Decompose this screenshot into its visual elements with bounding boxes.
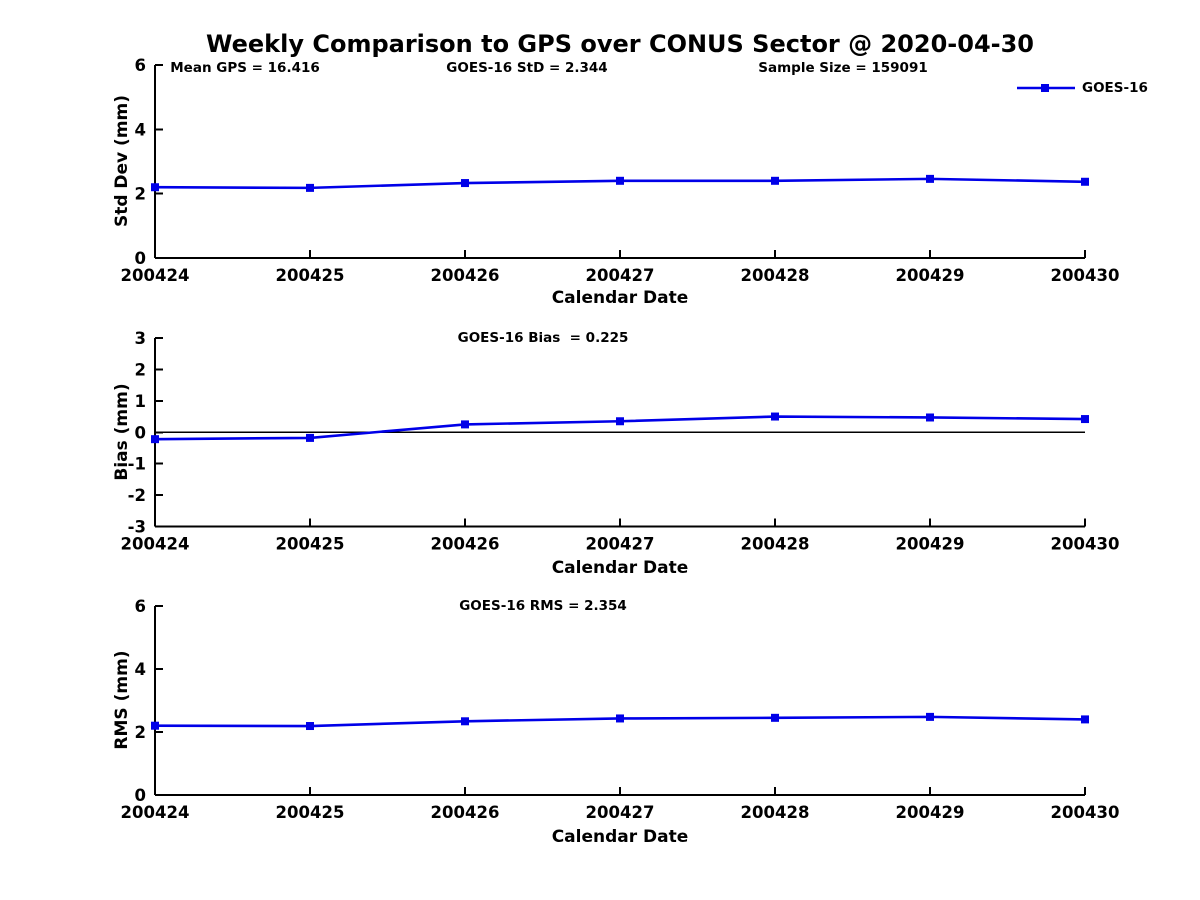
data-marker	[616, 714, 624, 723]
data-marker	[771, 176, 779, 185]
legend-line-icon	[1017, 84, 1075, 92]
subplot-2: -3 -2 -1 0 1 2 3 200424 200425 200426 200427 200428…	[121, 329, 1120, 554]
x-tick-label: 200430	[1051, 535, 1120, 554]
legend-marker	[1041, 84, 1049, 92]
data-marker	[151, 721, 159, 730]
x-tick-label: 200424	[121, 803, 190, 822]
data-marker	[306, 183, 314, 192]
y-axis-label-bias: Bias (mm)	[112, 383, 132, 481]
data-marker	[151, 435, 159, 444]
x-tick-label: 200430	[1051, 803, 1120, 822]
legend-label: GOES-16	[1082, 80, 1148, 96]
x-tick-label: 200424	[121, 535, 190, 554]
y-tick-label: 0	[135, 423, 146, 442]
data-marker	[926, 712, 934, 721]
data-marker	[926, 174, 934, 183]
y-tick-label: 4	[135, 660, 146, 679]
data-marker	[616, 176, 624, 185]
x-tick-label: 200426	[431, 803, 500, 822]
x-tick-label: 200428	[741, 803, 810, 822]
y-tick-label: 0	[135, 249, 146, 268]
subplot-3: 0 2 4 6 200424 200425 200426 200427 200428 200429…	[121, 597, 1120, 822]
x-axis-label-calendar-date-1: Calendar Date	[551, 288, 689, 308]
data-marker	[306, 722, 314, 731]
legend: GOES-16	[1017, 80, 1148, 96]
x-axis-label-calendar-date-3: Calendar Date	[551, 827, 689, 847]
x-tick-label: 200425	[276, 266, 345, 285]
annotation-bias: GOES-16 Bias = 0.225	[457, 330, 629, 346]
y-tick-label: 2	[135, 360, 146, 379]
y-tick-label: 2	[135, 723, 146, 742]
data-marker	[926, 413, 934, 422]
stat-sample-size: Sample Size = 159091	[758, 60, 928, 76]
data-marker	[306, 433, 314, 442]
y-tick-label: 6	[135, 597, 146, 616]
y-tick-label: 3	[135, 329, 146, 348]
stat-mean-gps: Mean GPS = 16.416	[170, 60, 320, 76]
y-tick-label: -2	[128, 486, 146, 505]
x-tick-label: 200426	[431, 535, 500, 554]
x-tick-label: 200426	[431, 266, 500, 285]
y-tick-label: 2	[135, 185, 146, 204]
y-tick-label: 0	[135, 786, 146, 805]
data-marker	[771, 713, 779, 722]
data-marker	[461, 179, 469, 188]
data-marker	[461, 717, 469, 726]
y-axis-label-stddev: Std Dev (mm)	[112, 94, 132, 228]
x-axis-label-calendar-date-2: Calendar Date	[551, 558, 689, 578]
x-tick-label: 200427	[586, 535, 655, 554]
figure-title: Weekly Comparison to GPS over CONUS Sect…	[205, 30, 1034, 58]
subplot-1: 0 2 4 6 200424 200425 200426 200427 200428 200429…	[121, 56, 1120, 285]
data-marker	[1081, 715, 1089, 724]
data-marker	[771, 412, 779, 421]
x-tick-label: 200429	[896, 266, 965, 285]
y-tick-label: 6	[135, 56, 146, 75]
data-marker	[461, 420, 469, 429]
x-tick-label: 200427	[586, 266, 655, 285]
data-marker	[616, 417, 624, 426]
x-tick-label: 200430	[1051, 266, 1120, 285]
data-marker	[151, 183, 159, 192]
y-axis-label-rms: RMS (mm)	[112, 650, 132, 750]
x-tick-label: 200425	[276, 803, 345, 822]
y-tick-label: -3	[128, 518, 146, 537]
x-tick-label: 200428	[741, 266, 810, 285]
y-tick-label: 4	[135, 120, 146, 139]
x-tick-label: 200427	[586, 803, 655, 822]
data-marker	[1081, 415, 1089, 424]
data-marker	[1081, 177, 1089, 186]
x-tick-label: 200424	[121, 266, 190, 285]
y-tick-label: -1	[128, 455, 146, 474]
x-tick-label: 200429	[896, 535, 965, 554]
y-tick-label: 1	[135, 392, 146, 411]
stat-goes16-std: GOES-16 StD = 2.344	[446, 60, 608, 76]
x-tick-label: 200428	[741, 535, 810, 554]
x-tick-label: 200425	[276, 535, 345, 554]
annotation-rms: GOES-16 RMS = 2.354	[459, 598, 627, 614]
x-tick-label: 200429	[896, 803, 965, 822]
